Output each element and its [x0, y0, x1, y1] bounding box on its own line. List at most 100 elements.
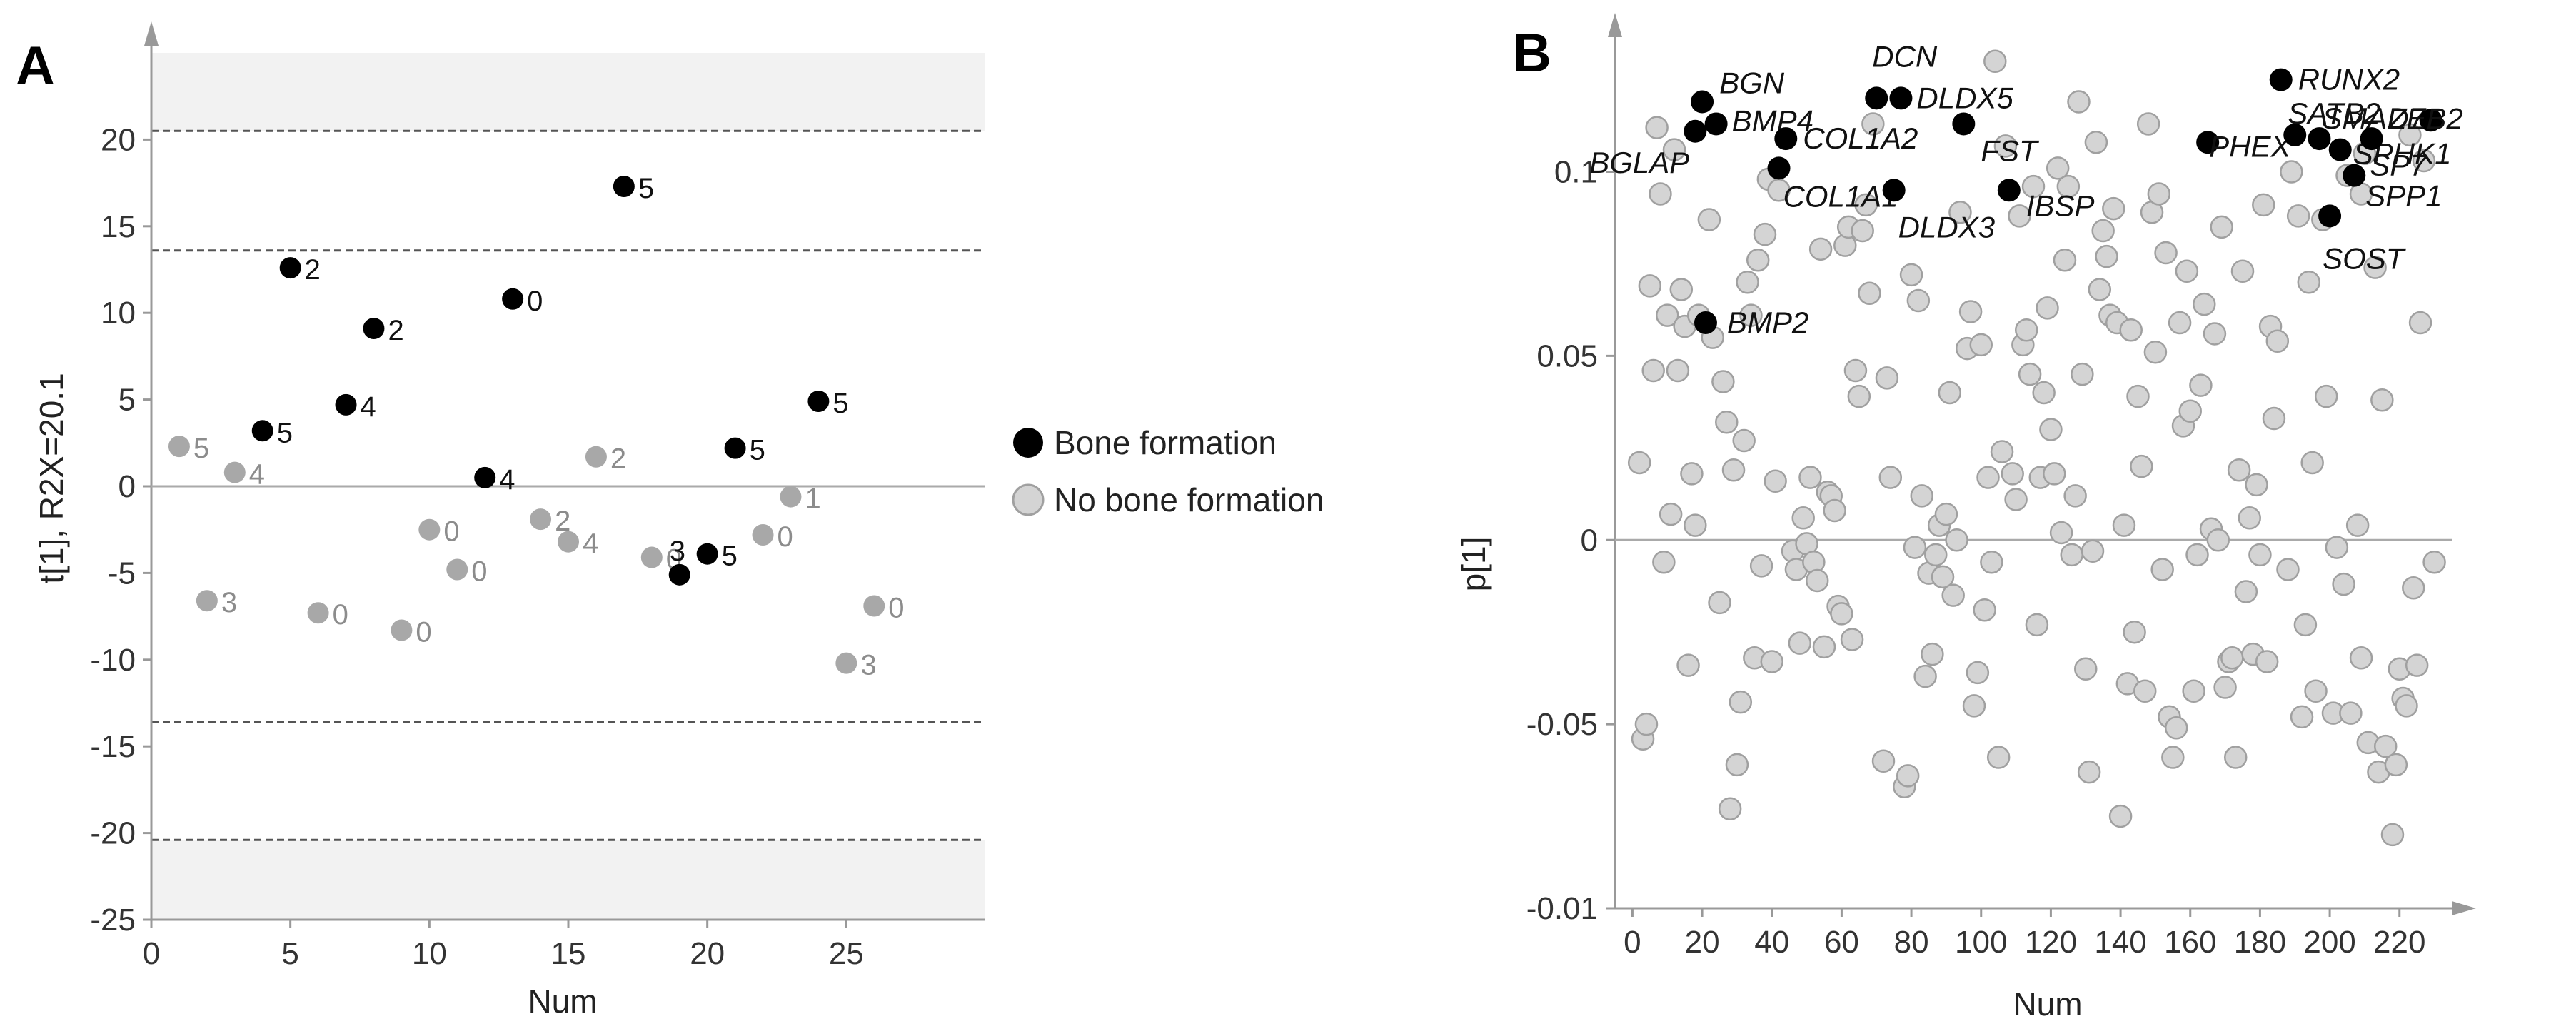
panel-b-bone-point	[1694, 311, 1717, 334]
panel-a-no-bone-point	[530, 508, 552, 531]
panel-b-gene-label: BMP4	[1732, 104, 1813, 137]
panel-b-no-bone-point	[2234, 580, 2258, 603]
panel-b-gene-label: BGLAP	[1589, 146, 1689, 179]
panel-b-y-tick-label: -0.01	[1526, 891, 1598, 926]
panel-b-no-bone-point	[2412, 149, 2436, 173]
panel-b-no-bone-point	[2084, 131, 2108, 154]
panel-b-no-bone-point	[2300, 451, 2324, 475]
panel-b-no-bone-point	[2384, 753, 2408, 777]
panel-b-no-bone-point	[1805, 568, 1829, 593]
panel-b-no-bone-point	[2280, 160, 2303, 184]
panel-a-no-bone-point-label: 3	[860, 650, 876, 681]
panel-b-bone-point	[1684, 119, 1707, 143]
panel-a-bone-point	[335, 393, 357, 416]
panel-b-no-bone-point	[1878, 466, 1903, 489]
panel-a-x-tick-label: 5	[281, 936, 298, 971]
panel-a-bone-point-label: 5	[277, 417, 293, 448]
panel-b-no-bone-point	[2060, 543, 2083, 567]
panel-a-bone-point-label: 5	[750, 435, 765, 466]
panel-b-bone-point	[2360, 127, 2383, 151]
panel-b-no-bone-point	[2081, 539, 2105, 563]
panel-b-no-bone-point	[1652, 550, 1676, 574]
panel-b-no-bone-point	[2143, 340, 2168, 364]
panel-b-no-bone-point	[1641, 358, 1665, 383]
panel-a-no-bone-point-label: 5	[193, 433, 209, 464]
panel-b-no-bone-point	[1649, 182, 1672, 206]
panel-b-bone-point	[1704, 112, 1728, 136]
panel-b-no-bone-point	[2074, 657, 2098, 681]
panel-b-y-tick-label: 0.05	[1536, 338, 1598, 373]
panel-a-y-ticks: 20 15 10 5 0 -5 -10 -15 -20 -25	[90, 122, 151, 938]
panel-b-no-bone-point	[1680, 462, 1704, 486]
panel-b-no-bone-point	[2164, 716, 2188, 740]
panel-b-no-bone-point	[2370, 388, 2394, 412]
panel-b-no-bone-point	[2293, 613, 2318, 637]
panel-b-no-bone-point	[1858, 281, 1881, 305]
panel-b-no-bone-point	[1906, 288, 1931, 313]
panel-b-no-bone-point	[1725, 753, 1749, 777]
panel-b-no-bone-point	[2119, 318, 2143, 342]
panel-b-no-bone-point	[2373, 734, 2398, 758]
panel-b-bone-point	[2419, 109, 2442, 132]
panel-b-no-bone-point	[1896, 764, 1920, 788]
panel-b-no-bone-point	[2248, 543, 2272, 567]
panel-a-bone-point-label: 5	[832, 388, 848, 419]
panel-b-no-bone-point	[2102, 196, 2125, 221]
panel-b-no-bone-point	[2230, 259, 2255, 283]
panel-b-no-bone-point	[2265, 329, 2290, 353]
panel-b-no-bone-point	[2286, 204, 2310, 228]
panel-b-no-bone-point	[1823, 498, 1846, 523]
panel-b-no-bone-point	[2297, 270, 2321, 294]
panel-b-gene-label: BGN	[1719, 66, 1785, 100]
panel-a-y-tick-label: -5	[108, 556, 136, 591]
panel-b-gene-label: DLDX3	[1898, 210, 1995, 244]
panel-a-bone-point	[696, 543, 718, 565]
panel-b-no-bone-point	[2056, 174, 2081, 199]
panel-a-y-axis-arrow	[144, 21, 159, 46]
panel-a-label: A	[16, 36, 55, 96]
panel-b-no-bone-point	[2001, 462, 2024, 486]
panel-b-no-bone-point	[1847, 384, 1871, 408]
panel-a-bone-point-label: 5	[638, 173, 654, 204]
panel-b-no-bone-point	[2304, 679, 2328, 703]
panel-b-no-bone-point	[1976, 466, 2000, 489]
panel-b-no-bone-point	[2091, 219, 2115, 243]
panel-b: B 0.1 0.05 0 -0.05 -0.01 0 20 40 60 80 100 120 140 1…	[1455, 13, 2476, 1023]
panel-a-bone-point	[279, 257, 301, 279]
panel-b-no-bone-point	[2408, 311, 2432, 335]
panel-b-no-bone-point	[2220, 646, 2244, 670]
panel-b-no-bone-point	[1843, 358, 1868, 383]
panel-b-y-axis-arrow	[1608, 13, 1622, 37]
panel-b-no-bone-point	[2136, 112, 2160, 136]
panel-b-gene-label: SOST	[2323, 241, 2407, 275]
panel-b-no-bone-point	[1945, 528, 1968, 552]
panel-b-no-bone-point	[2018, 362, 2042, 386]
legend: Bone formation No bone formation	[1012, 424, 1324, 518]
panel-b-no-bone-point	[2238, 506, 2262, 530]
panel-b-y-axis-label: p[1]	[1455, 537, 1492, 592]
panel-b-no-bone-point	[2223, 746, 2248, 769]
panel-a-no-bone-point-label: 0	[416, 617, 431, 648]
panel-b-x-tick-label: 220	[2373, 925, 2425, 960]
panel-b-no-bone-point	[2290, 705, 2314, 729]
panel-b-no-bone-point	[1659, 502, 1683, 526]
panel-b-bone-point	[1889, 86, 1913, 110]
panel-a-no-bone-point	[585, 446, 607, 468]
panel-b-bone-point	[1865, 86, 1888, 110]
panel-a-bone-point-label: 3	[670, 536, 685, 567]
panel-b-x-tick-label: 200	[2303, 925, 2355, 960]
panel-b-x-tick-label: 100	[1955, 925, 2007, 960]
panel-a-bottom-band	[151, 840, 985, 920]
panel-b-gene-label: BMP2	[1727, 306, 1808, 339]
panel-b-no-bone-point	[2043, 462, 2066, 486]
panel-b-no-bone-point	[2189, 373, 2213, 397]
panel-b-gene-label: IBSP	[2026, 189, 2095, 222]
panel-b-gene-label: SATB2	[2288, 96, 2380, 130]
panel-b-x-tick-label: 40	[1754, 925, 1789, 960]
panel-b-no-bone-point	[1749, 554, 1773, 578]
panel-b-y-tick-label: -0.05	[1526, 707, 1598, 742]
panel-b-x-tick-label: 120	[2025, 925, 2077, 960]
panel-b-no-bone-point	[1861, 112, 1885, 136]
panel-a-y-axis-label: t[1], R2X=20.1	[33, 373, 70, 583]
panel-b-no-bone-point	[2053, 249, 2077, 272]
